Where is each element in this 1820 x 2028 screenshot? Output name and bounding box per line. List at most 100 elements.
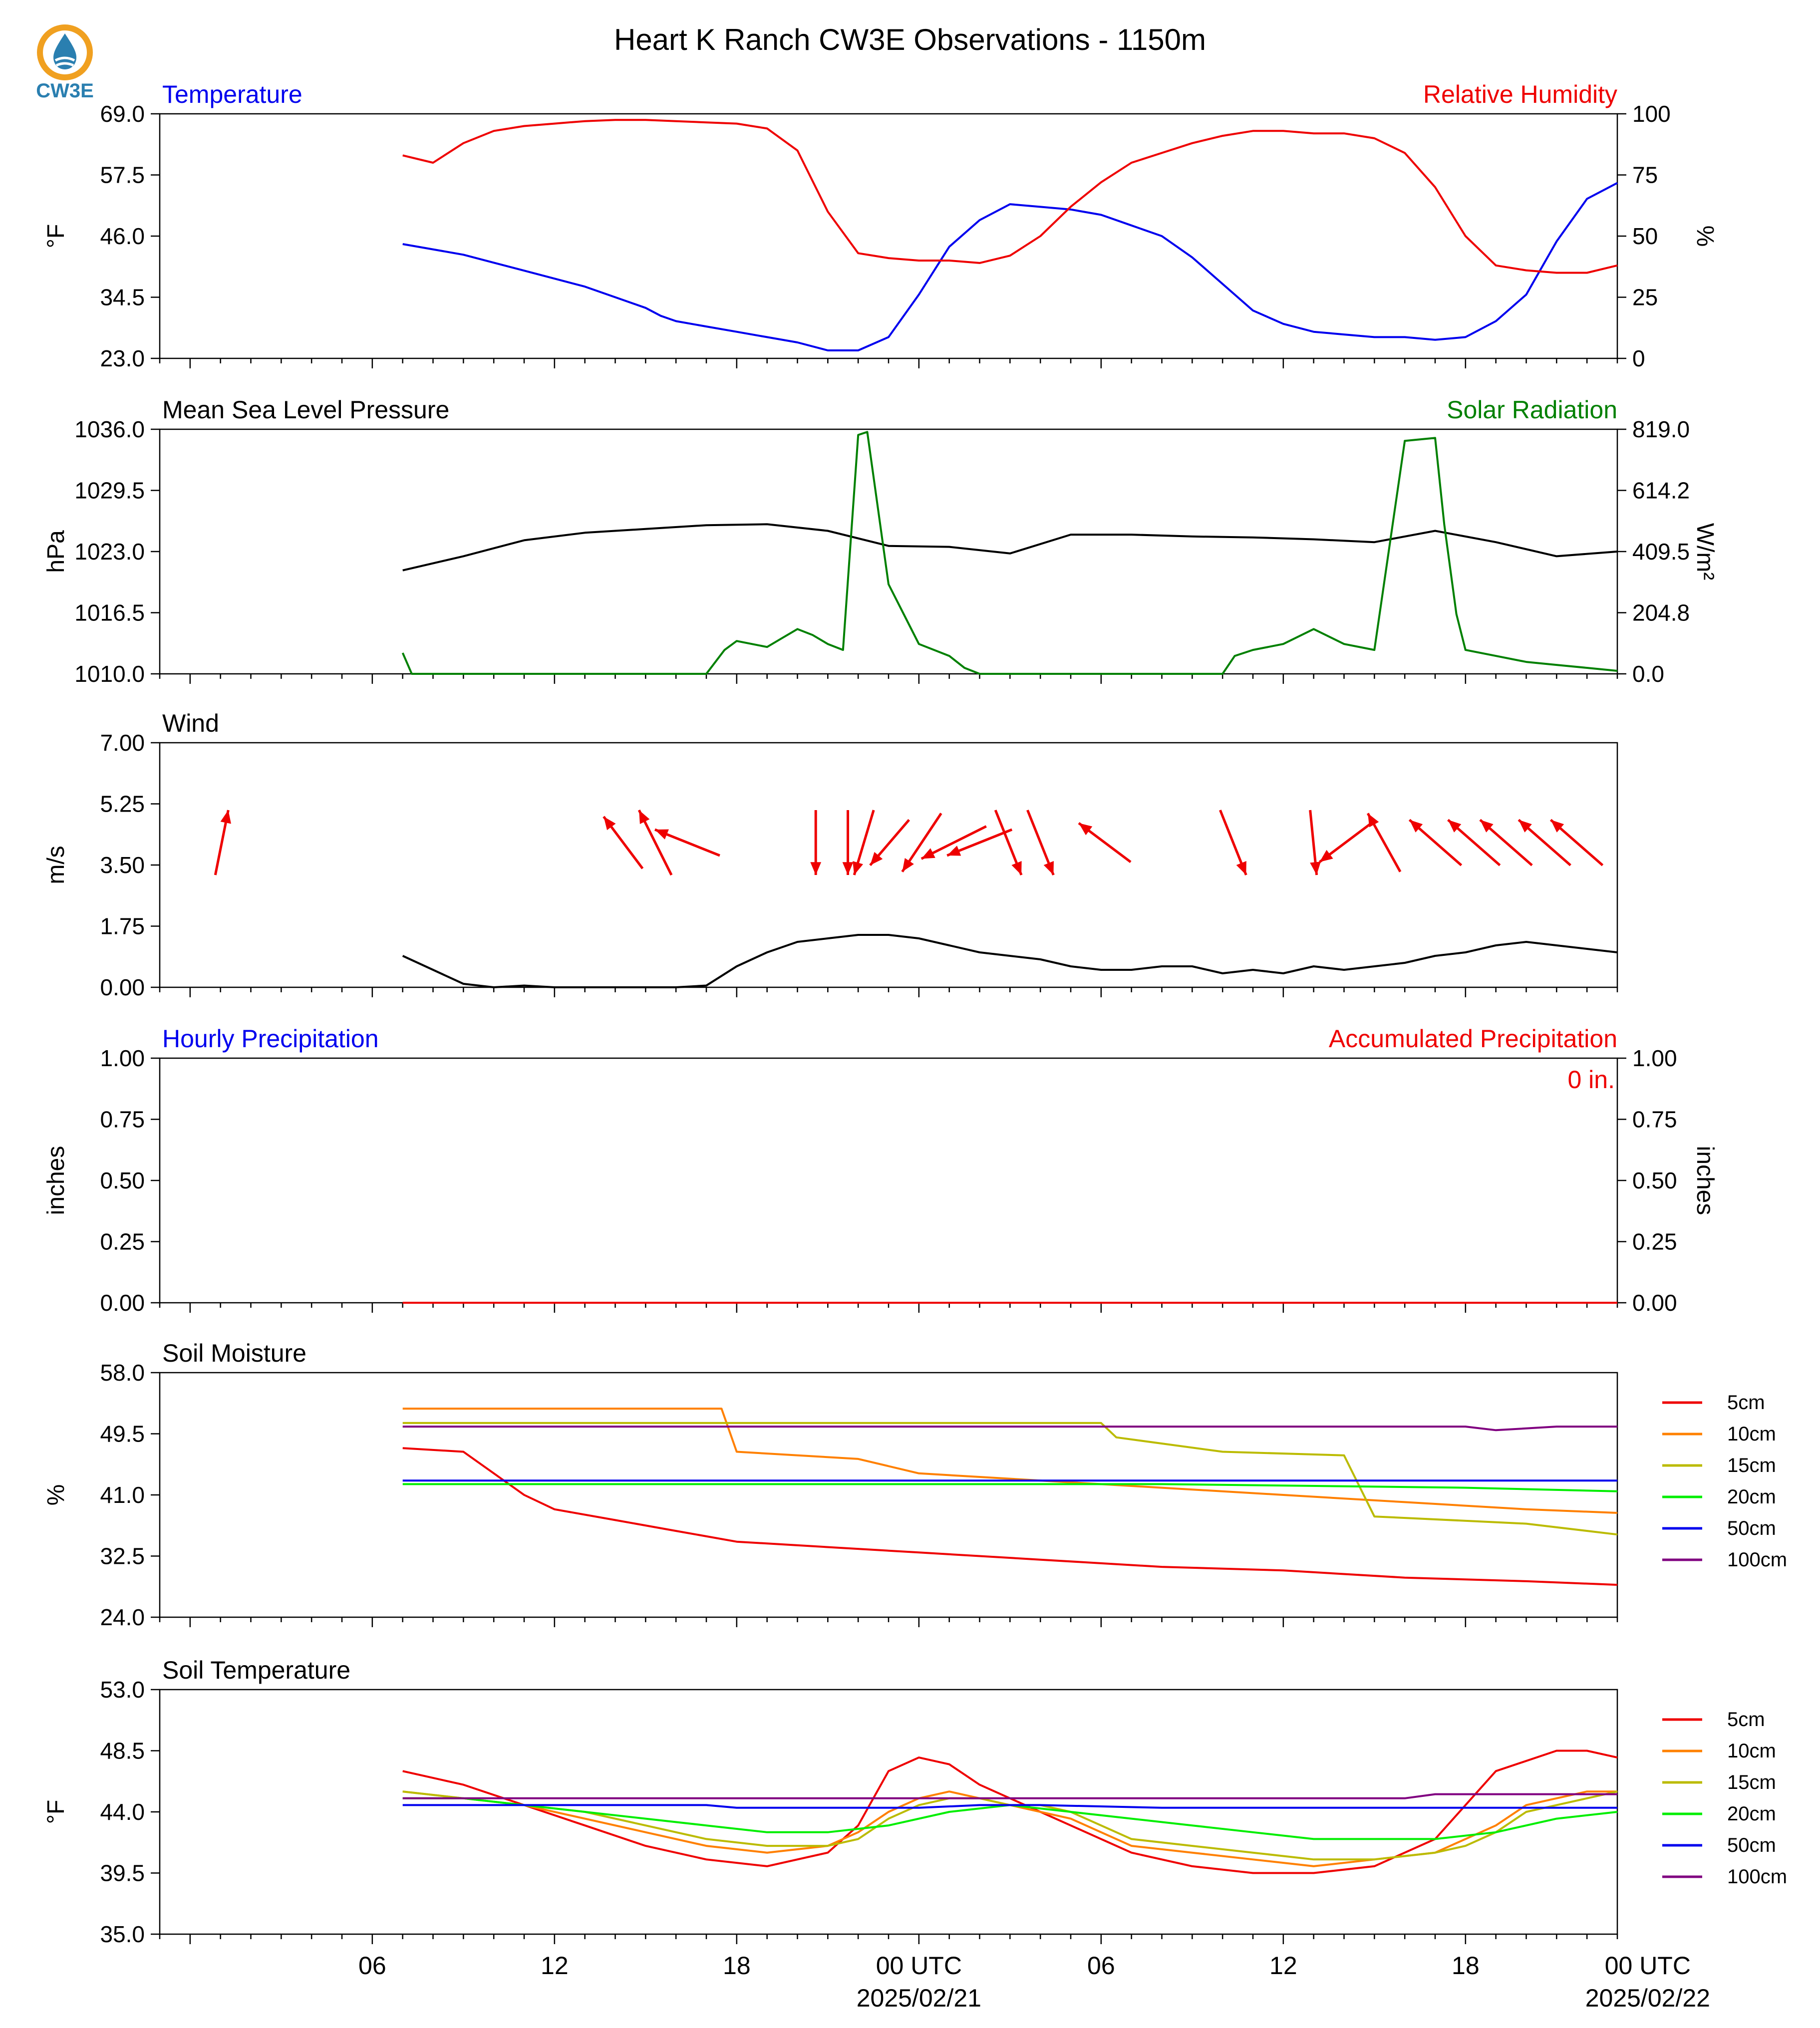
- y-tick-label-soil_temp: 53.0: [100, 1677, 145, 1703]
- wind-arrow-head: [1011, 861, 1022, 875]
- x-tick-label: 00 UTC: [876, 1952, 962, 1980]
- y-axis-label-right-precip: inches: [1692, 1146, 1718, 1215]
- y-tick-label-soil_temp: 39.5: [100, 1860, 145, 1886]
- y-tick-label-right-precip: 0.50: [1632, 1167, 1677, 1193]
- series-line-soil_moisture-10cm: [402, 1408, 1618, 1514]
- y-axis-label-soil_temp: °F: [43, 1800, 69, 1824]
- legend-label-soil_moisture: 10cm: [1727, 1423, 1776, 1445]
- wind-arrow-head: [220, 810, 231, 824]
- legend-label-soil_moisture: 15cm: [1727, 1454, 1776, 1476]
- wind-arrow-head: [1368, 813, 1379, 828]
- y-tick-label-temp_rh: 69.0: [100, 101, 145, 127]
- accumulated-precip-value: 0 in.: [1567, 1066, 1615, 1094]
- x-tick-label: 18: [1452, 1952, 1480, 1980]
- y-tick-label-right-precip: 1.00: [1632, 1045, 1677, 1071]
- y-tick-label-precip: 0.00: [100, 1290, 145, 1316]
- legend-label-soil_temp: 15cm: [1727, 1771, 1776, 1793]
- y-tick-label-right-precip: 0.75: [1632, 1107, 1677, 1133]
- y-tick-label-soil_temp: 44.0: [100, 1799, 145, 1825]
- wind-arrow-head: [1043, 861, 1054, 875]
- wind-arrow-head: [1236, 861, 1246, 875]
- x-tick-label: 12: [1269, 1952, 1297, 1980]
- x-tick-label: 06: [1087, 1952, 1115, 1980]
- legend-label-soil_temp: 50cm: [1727, 1834, 1776, 1856]
- panel-title-wind: Wind: [162, 709, 219, 737]
- legend-label-soil_temp: 10cm: [1727, 1740, 1776, 1762]
- water-drop-sun-logo-icon: CW3E: [36, 24, 94, 102]
- y-tick-label-right-temp_rh: 75: [1632, 162, 1658, 188]
- y-tick-label-right-pressure_solar: 409.5: [1632, 539, 1690, 565]
- series-line-temp_rh-1: [402, 119, 1618, 274]
- wind-arrow-head: [1518, 820, 1532, 833]
- y-tick-label-right-pressure_solar: 0.0: [1632, 661, 1664, 687]
- y-tick-label-right-precip: 0.25: [1632, 1229, 1677, 1255]
- y-tick-label-soil_moisture: 24.0: [100, 1604, 145, 1630]
- wind-arrow-head: [921, 848, 935, 859]
- legend-label-soil_temp: 5cm: [1727, 1709, 1765, 1731]
- x-tick-label: 00 UTC: [1605, 1952, 1691, 1980]
- panel-frame-pressure_solar: [159, 428, 1618, 675]
- y-tick-label-right-temp_rh: 100: [1632, 101, 1671, 127]
- y-tick-label-right-temp_rh: 0: [1632, 345, 1645, 371]
- wind-arrow-head: [604, 817, 616, 831]
- wind-arrow-head: [810, 862, 822, 875]
- y-tick-label-precip: 0.25: [100, 1229, 145, 1255]
- series-line-pressure_solar-0: [402, 523, 1618, 572]
- legend-label-soil_moisture: 20cm: [1727, 1486, 1776, 1508]
- panel-title-right-precip: Accumulated Precipitation: [1329, 1025, 1617, 1053]
- wind-arrow-head: [1480, 820, 1494, 833]
- y-axis-label-wind: m/s: [43, 846, 69, 884]
- wind-arrow-head: [1409, 820, 1423, 833]
- wind-arrow-head: [1319, 850, 1333, 862]
- series-line-temp_rh-0: [402, 182, 1618, 351]
- y-tick-label-soil_moisture: 41.0: [100, 1482, 145, 1508]
- y-tick-label-wind: 0.00: [100, 974, 145, 1000]
- y-axis-label-precip: inches: [43, 1146, 69, 1215]
- wind-arrow-head: [654, 829, 669, 840]
- y-tick-label-pressure_solar: 1023.0: [74, 539, 145, 565]
- y-tick-label-soil_temp: 48.5: [100, 1738, 145, 1764]
- panel-title-soil_temp: Soil Temperature: [162, 1656, 350, 1684]
- y-tick-label-right-precip: 0.00: [1632, 1290, 1677, 1316]
- legend-label-soil_moisture: 5cm: [1727, 1392, 1765, 1414]
- legend-label-soil_temp: 100cm: [1727, 1866, 1787, 1888]
- y-axis-label-right-temp_rh: %: [1692, 226, 1718, 247]
- y-tick-label-pressure_solar: 1016.5: [74, 600, 145, 626]
- cw3e-logo: CW3E: [27, 17, 102, 102]
- y-tick-label-soil_moisture: 49.5: [100, 1421, 145, 1447]
- y-tick-label-pressure_solar: 1029.5: [74, 478, 145, 504]
- panel-title-right-pressure_solar: Solar Radiation: [1447, 396, 1617, 424]
- y-tick-label-pressure_solar: 1036.0: [74, 416, 145, 442]
- series-line-pressure_solar-1: [401, 431, 1618, 675]
- x-tick-label: 18: [723, 1952, 751, 1980]
- y-tick-label-temp_rh: 23.0: [100, 345, 145, 371]
- wind-arrow-head: [902, 858, 914, 872]
- legend-label-soil_moisture: 100cm: [1727, 1549, 1787, 1571]
- series-line-soil_temp-100cm: [402, 1793, 1617, 1799]
- panel-title-temp_rh: Temperature: [162, 80, 303, 108]
- y-tick-label-soil_moisture: 32.5: [100, 1543, 145, 1569]
- x-tick-date-label: 2025/02/22: [1585, 1984, 1710, 2012]
- wind-arrow-head: [1448, 820, 1462, 833]
- y-tick-label-precip: 0.75: [100, 1107, 145, 1133]
- series-line-soil_temp-10cm: [402, 1790, 1617, 1867]
- wind-arrow-head: [842, 862, 854, 875]
- panel-title-pressure_solar: Mean Sea Level Pressure: [162, 396, 449, 424]
- panel-frame-soil_moisture: [159, 1372, 1618, 1618]
- panel-title-right-temp_rh: Relative Humidity: [1423, 80, 1617, 108]
- wind-arrow-head: [1079, 823, 1093, 836]
- y-axis-label-right-pressure_solar: W/m²: [1692, 523, 1718, 580]
- y-axis-label-temp_rh: °F: [43, 224, 69, 249]
- y-axis-label-soil_moisture: %: [43, 1484, 69, 1506]
- series-line-soil_moisture-5cm: [402, 1447, 1618, 1586]
- wind-arrow-head: [870, 852, 883, 866]
- wind-arrow-head: [639, 810, 650, 824]
- y-tick-label-wind: 1.75: [100, 913, 145, 939]
- series-line-soil_temp-50cm: [402, 1804, 1617, 1809]
- panel-title-precip: Hourly Precipitation: [162, 1025, 379, 1053]
- y-tick-label-temp_rh: 57.5: [100, 162, 145, 188]
- y-tick-label-precip: 0.50: [100, 1167, 145, 1193]
- x-tick-label: 06: [358, 1952, 386, 1980]
- chart-title: Heart K Ranch CW3E Observations - 1150m: [614, 23, 1206, 56]
